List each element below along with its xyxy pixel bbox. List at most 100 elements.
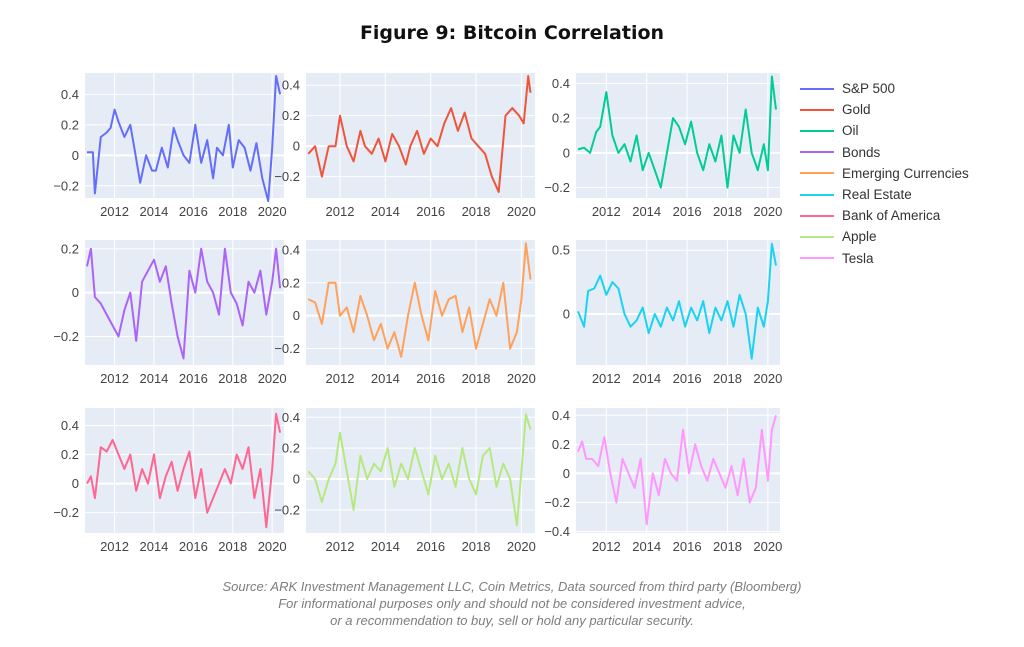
- legend-swatch: [800, 151, 834, 154]
- subplot-gold: 2012 2014 2016 2018 2020 −0.2 0 0.2 0.4: [274, 73, 536, 219]
- source-line-1: Source: ARK Investment Management LLC, C…: [222, 579, 802, 594]
- legend-label: Oil: [842, 123, 859, 139]
- subplot-bonds: 2012 2014 2016 2018 2020 −0.2 0 0.2: [53, 240, 287, 386]
- x-tick-label: 2020: [507, 204, 536, 219]
- y-tick-label: 0.4: [282, 410, 300, 425]
- y-tick-label: −0.2: [544, 180, 570, 195]
- subplot-s-p-500: 2012 2014 2016 2018 2020 −0.2 0 0.2 0.4: [53, 73, 287, 219]
- y-tick-label: 0: [563, 466, 570, 481]
- series-line: [577, 75, 777, 189]
- y-tick-label: 0: [72, 148, 79, 163]
- y-tick-label: 0: [563, 306, 570, 321]
- legend-item[interactable]: Apple: [800, 226, 969, 247]
- y-tick-label: 0: [72, 285, 79, 300]
- legend-label: Apple: [842, 229, 877, 245]
- x-tick-label: 2012: [100, 204, 129, 219]
- x-tick-label: 2014: [632, 204, 661, 219]
- x-tick-label: 2012: [100, 539, 129, 554]
- plot-area: [85, 73, 284, 198]
- subplot-emerging-currencies: 2012 2014 2016 2018 2020 −0.2 0 0.2 0.4: [274, 240, 536, 386]
- x-tick-label: 2018: [462, 539, 491, 554]
- x-tick-label: 2018: [713, 539, 742, 554]
- y-tick-label: 0: [72, 476, 79, 491]
- x-tick-label: 2018: [218, 371, 247, 386]
- y-tick-label: 0.2: [552, 437, 570, 452]
- y-tick-label: 0.2: [552, 111, 570, 126]
- x-tick-label: 2016: [673, 204, 702, 219]
- y-tick-label: 0: [293, 471, 300, 486]
- x-tick-label: 2018: [462, 204, 491, 219]
- legend-item[interactable]: Gold: [800, 99, 969, 120]
- legend-label: Bank of America: [842, 208, 941, 224]
- source-line-3: or a recommendation to buy, sell or hold…: [330, 613, 694, 628]
- x-tick-label: 2016: [179, 539, 208, 554]
- x-tick-label: 2018: [218, 204, 247, 219]
- x-tick-label: 2014: [371, 204, 400, 219]
- series-line: [86, 412, 282, 529]
- y-tick-label: 0: [293, 139, 300, 154]
- legend-label: Emerging Currencies: [842, 165, 969, 181]
- legend-label: Gold: [842, 102, 871, 118]
- source-line-2: For informational purposes only and shou…: [278, 596, 746, 611]
- y-tick-label: 0.5: [552, 243, 570, 258]
- x-tick-label: 2016: [416, 204, 445, 219]
- x-tick-label: 2014: [139, 204, 168, 219]
- legend-label: Real Estate: [842, 187, 912, 203]
- legend-swatch: [800, 129, 834, 132]
- x-tick-label: 2016: [416, 371, 445, 386]
- x-tick-label: 2018: [462, 371, 491, 386]
- series-line: [307, 242, 532, 358]
- legend-swatch: [800, 108, 834, 111]
- legend-swatch: [800, 257, 834, 260]
- x-tick-label: 2016: [179, 204, 208, 219]
- x-tick-label: 2014: [139, 539, 168, 554]
- legend-swatch: [800, 193, 834, 196]
- page-title: Figure 9: Bitcoin Correlation: [359, 22, 665, 44]
- legend-item[interactable]: Oil: [800, 120, 969, 141]
- y-tick-label: −0.2: [274, 169, 300, 184]
- y-tick-label: 0.4: [282, 242, 300, 257]
- x-tick-label: 2018: [713, 204, 742, 219]
- x-tick-label: 2016: [673, 539, 702, 554]
- x-tick-label: 2014: [139, 371, 168, 386]
- x-tick-label: 2020: [258, 204, 287, 219]
- y-tick-label: −0.2: [274, 502, 300, 517]
- y-tick-label: 0: [293, 308, 300, 323]
- series-line: [86, 247, 282, 360]
- legend-label: Bonds: [842, 144, 881, 160]
- x-tick-label: 2012: [592, 371, 621, 386]
- series-line: [87, 75, 282, 202]
- y-tick-label: 0.4: [552, 76, 570, 91]
- legend-item[interactable]: Bonds: [800, 142, 969, 163]
- x-tick-label: 2016: [179, 371, 208, 386]
- y-tick-label: 0.2: [61, 241, 79, 256]
- y-tick-label: 0: [563, 145, 570, 160]
- y-tick-label: −0.2: [53, 505, 79, 520]
- y-tick-label: 0.4: [61, 418, 79, 433]
- legend-item[interactable]: Bank of America: [800, 205, 969, 226]
- x-tick-label: 2014: [371, 371, 400, 386]
- y-tick-label: 0.4: [61, 87, 79, 102]
- y-tick-label: 0.2: [61, 447, 79, 462]
- subplot-oil: 2012 2014 2016 2018 2020 −0.2 0 0.2 0.4: [544, 73, 782, 219]
- x-tick-label: 2012: [326, 204, 355, 219]
- legend-label: Tesla: [842, 250, 874, 266]
- x-tick-label: 2018: [713, 371, 742, 386]
- y-tick-label: −0.2: [274, 341, 300, 356]
- x-tick-label: 2016: [416, 539, 445, 554]
- y-tick-label: 0.2: [61, 117, 79, 132]
- legend-item[interactable]: Emerging Currencies: [800, 163, 969, 184]
- x-tick-label: 2016: [673, 371, 702, 386]
- series-line: [577, 415, 777, 526]
- x-tick-label: 2012: [592, 539, 621, 554]
- x-tick-label: 2020: [753, 539, 782, 554]
- y-tick-label: −0.2: [544, 495, 570, 510]
- x-tick-label: 2020: [507, 371, 536, 386]
- y-tick-label: −0.2: [53, 329, 79, 344]
- legend-item[interactable]: Real Estate: [800, 184, 969, 205]
- subplot-real-estate: 2012 2014 2016 2018 2020 0 0.5: [552, 240, 782, 386]
- legend-item[interactable]: S&P 500: [800, 78, 969, 99]
- x-tick-label: 2020: [753, 371, 782, 386]
- legend-item[interactable]: Tesla: [800, 248, 969, 269]
